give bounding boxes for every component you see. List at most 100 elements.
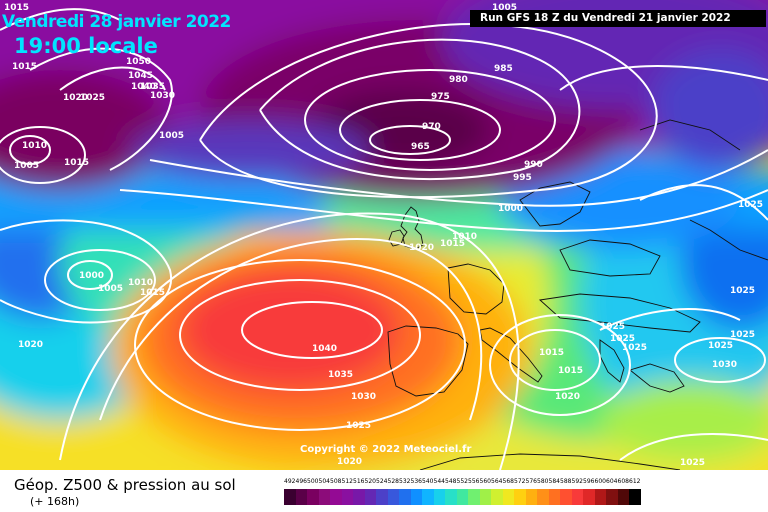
color-scale-tick: 600 <box>594 478 606 485</box>
isobar-label: 1010 <box>22 141 48 151</box>
run-info-banner: Run GFS 18 Z du Vendredi 21 janvier 2022 <box>470 10 766 27</box>
legend-forecast-step: (+ 168h) <box>30 495 80 508</box>
color-scale-tick: 528 <box>387 478 399 485</box>
forecast-local-time: 19:00 locale <box>14 34 158 58</box>
color-scale-swatch <box>295 489 307 505</box>
color-scale-swatch <box>422 489 434 505</box>
isobar-label: 1000 <box>498 204 524 214</box>
color-scale-tick: 596 <box>583 478 595 485</box>
color-scale-tick: 504 <box>318 478 330 485</box>
color-scale-tick: 508 <box>330 478 342 485</box>
color-scale-swatch <box>330 489 342 505</box>
isobar-label: 1040 <box>131 82 157 92</box>
isobar-lines <box>0 8 768 470</box>
color-scale-swatch <box>399 489 411 505</box>
isobar-label: 1015 <box>539 348 565 358</box>
isobar-label: 1030 <box>712 360 738 370</box>
isobar-label: 970 <box>422 122 441 132</box>
isobar-label: 1025 <box>680 458 706 468</box>
isobar-label: 1025 <box>708 341 734 351</box>
color-scale-tick: 560 <box>479 478 491 485</box>
isobar-label: 965 <box>411 142 430 152</box>
color-scale-swatch <box>583 489 595 505</box>
color-scale-swatch <box>307 489 319 505</box>
color-scale-tick: 604 <box>606 478 618 485</box>
color-scale-tick: 520 <box>364 478 376 485</box>
isobar-label: 1015 <box>64 158 90 168</box>
isobar-label: 1025 <box>730 286 756 296</box>
color-scale-swatch <box>445 489 457 505</box>
isobar-label: 1020 <box>337 457 363 467</box>
isobar-label: 1010 <box>452 232 478 242</box>
color-scale-swatch <box>491 489 503 505</box>
color-scale-swatch <box>410 489 422 505</box>
isobar-label: 1015 <box>140 288 166 298</box>
geopotential-pressure-map <box>0 0 768 470</box>
isobar-label: 995 <box>513 173 532 183</box>
color-scale-tick: 548 <box>445 478 457 485</box>
isobar-label: 1035 <box>328 370 354 380</box>
isobar-label: 1010 <box>128 278 154 288</box>
color-scale-tick: 612 <box>629 478 641 485</box>
color-scale-tick: 580 <box>537 478 549 485</box>
color-scale-tick: 500 <box>307 478 319 485</box>
isobar-label: 1015 <box>4 3 30 13</box>
color-scale-swatch <box>284 489 296 505</box>
color-scale-swatch <box>341 489 353 505</box>
isobar-label: 1025 <box>80 93 106 103</box>
isobar-label: 1045 <box>128 71 154 81</box>
isobar-label: 975 <box>431 92 450 102</box>
color-scale-swatch <box>318 489 330 505</box>
isobar-label: 990 <box>524 160 543 170</box>
color-scale-tick: 572 <box>514 478 526 485</box>
color-scale-swatch <box>560 489 572 505</box>
color-scale-tick: 492 <box>284 478 296 485</box>
isobar-label: 1040 <box>312 344 338 354</box>
color-scale-swatch <box>364 489 376 505</box>
color-scale-tick: 608 <box>617 478 629 485</box>
color-scale-swatch <box>594 489 606 505</box>
color-scale-swatch <box>514 489 526 505</box>
isobar-label: 1035 <box>140 82 166 92</box>
color-scale-swatch <box>433 489 445 505</box>
color-scale-swatches <box>284 489 641 505</box>
color-scale-tick: 592 <box>571 478 583 485</box>
color-scale-swatch <box>548 489 560 505</box>
color-scale-tick: 496 <box>295 478 307 485</box>
color-scale-swatch <box>468 489 480 505</box>
isobar-label: 1015 <box>558 366 584 376</box>
height-field <box>0 0 768 470</box>
color-scale-tick: 584 <box>548 478 560 485</box>
color-scale-tick: 588 <box>560 478 572 485</box>
isobar-label: 1025 <box>730 330 756 340</box>
isobar-label: 1005 <box>98 284 124 294</box>
color-scale-tick: 512 <box>341 478 353 485</box>
isobar-label: 1005 <box>14 161 40 171</box>
color-scale-swatch <box>502 489 514 505</box>
isobar-label: 1020 <box>555 392 581 402</box>
isobar-label: 1020 <box>18 340 44 350</box>
isobar-label: 1025 <box>738 200 764 210</box>
isobar-label: 1020 <box>409 243 435 253</box>
color-scale-tick: 544 <box>433 478 445 485</box>
color-scale-tick: 568 <box>502 478 514 485</box>
legend-title: Géop. Z500 & pression au sol <box>14 476 236 494</box>
isobar-label: 1020 <box>63 93 89 103</box>
isobar-label: 1005 <box>492 3 518 13</box>
color-scale-swatch <box>617 489 629 505</box>
isobar-label: 1030 <box>351 392 377 402</box>
color-scale-swatch <box>353 489 365 505</box>
color-scale-swatch <box>629 489 641 505</box>
color-scale-tick: 556 <box>468 478 480 485</box>
color-scale-swatch <box>456 489 468 505</box>
isobar-label: 1015 <box>440 239 466 249</box>
color-scale-tick: 564 <box>491 478 503 485</box>
color-scale-swatch <box>479 489 491 505</box>
isobar-label: 980 <box>449 75 468 85</box>
legend-footer: Géop. Z500 & pression au sol (+ 168h) 49… <box>0 470 768 512</box>
color-scale-tick: 516 <box>353 478 365 485</box>
isobar-label: 1050 <box>126 57 152 67</box>
isobar-label: 985 <box>494 64 513 74</box>
color-scale-swatch <box>525 489 537 505</box>
